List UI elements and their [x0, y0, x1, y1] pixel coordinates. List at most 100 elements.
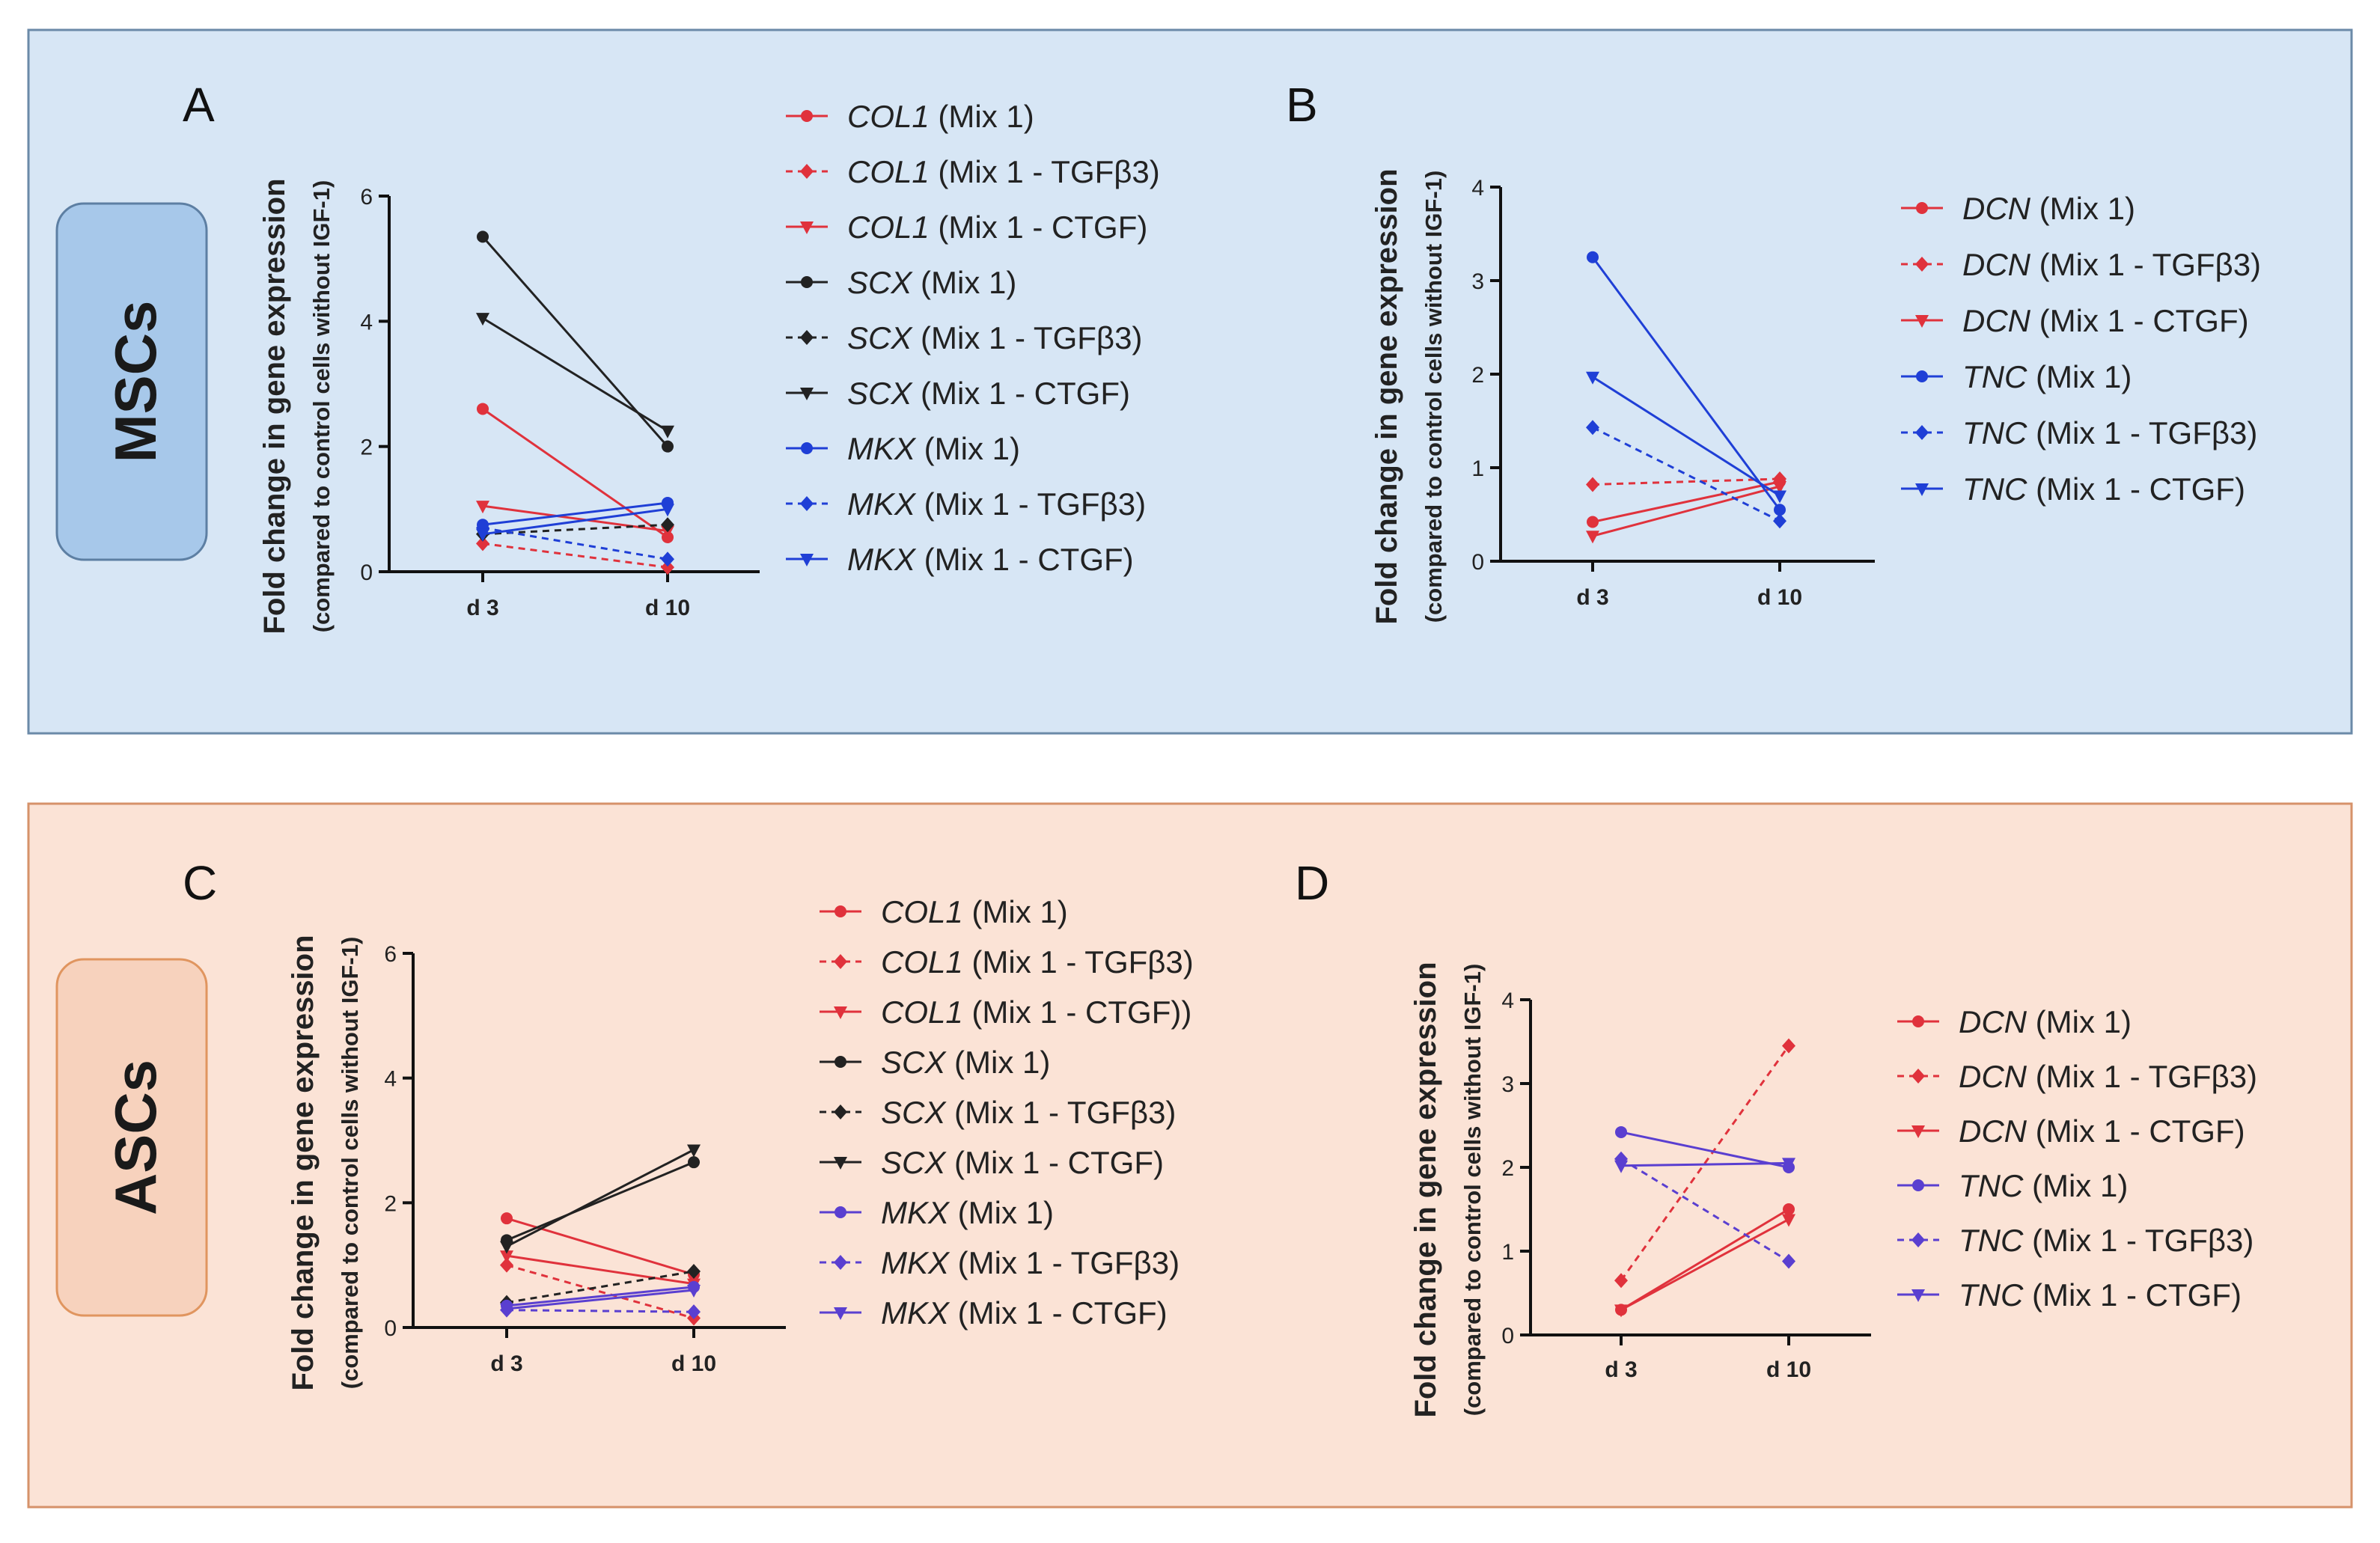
data-point — [1773, 490, 1786, 504]
series-line-col1-2 — [506, 1254, 695, 1286]
data-point — [1782, 1214, 1795, 1227]
y-tick-label: 1 — [1471, 456, 1484, 481]
charts-layer: 0 2 4 6 d 3 d 10 Fold change in gene expressio… — [258, 99, 2261, 1418]
msc-label-box — [55, 202, 208, 561]
legend-swatch-marker — [800, 388, 814, 400]
data-point — [1586, 477, 1599, 492]
legend-entry: MKX (Mix 1 - CTGF) — [881, 1295, 1168, 1330]
legend-swatch-marker — [834, 1206, 846, 1218]
legend-swatch-marker — [1916, 202, 1928, 214]
legend-condition: (Mix 1) — [2023, 1168, 2128, 1203]
series-line-mkx-8 — [482, 507, 668, 536]
panel-letter-b: B — [1286, 78, 1318, 132]
legend-gene: MKX — [847, 542, 917, 577]
legend-gene: COL1 — [847, 99, 930, 134]
series-line-col1-0 — [482, 408, 668, 539]
series-line-tnc-4 — [1592, 426, 1781, 522]
series-line-mkx-6 — [506, 1286, 695, 1307]
legend-gene: MKX — [881, 1245, 951, 1280]
legend-swatch-marker — [1916, 370, 1928, 382]
series-line-tnc-3 — [1591, 256, 1781, 511]
data-point — [1773, 481, 1786, 494]
asc-label-box — [55, 958, 208, 1317]
data-point — [687, 1144, 701, 1158]
legend-condition: (Mix 1) — [945, 1045, 1050, 1080]
series-line-mkx-8 — [506, 1289, 695, 1310]
series-line-dcn-2 — [1620, 1218, 1789, 1311]
legend-gene: TNC — [1959, 1277, 2024, 1313]
data-point — [1586, 420, 1599, 436]
y-tick-label: 1 — [1501, 1240, 1514, 1265]
chart-panel-a: 0 2 4 6 d 3 d 10 Fold change in gene expressio… — [258, 99, 1160, 635]
legend-gene: SCX — [847, 376, 913, 411]
legend-swatch-marker — [834, 905, 846, 917]
legend-condition: (Mix 1 - CTGF) — [949, 1295, 1168, 1330]
legend-entry: TNC (Mix 1 - CTGF) — [1959, 1277, 2242, 1313]
data-point — [1782, 1038, 1795, 1054]
series-line-mkx-7 — [482, 526, 668, 560]
legend-swatch-marker — [800, 554, 814, 566]
y-tick-label: 2 — [1501, 1156, 1514, 1181]
legend-entry: SCX (Mix 1) — [881, 1045, 1050, 1080]
data-point — [1586, 531, 1599, 544]
legend-condition: (Mix 1 - CTGF)) — [963, 994, 1192, 1030]
legend-gene: TNC — [1962, 359, 2027, 394]
data-point — [477, 230, 489, 243]
data-point — [661, 560, 674, 575]
data-point — [661, 425, 674, 439]
legend-gene: MKX — [881, 1295, 951, 1330]
legend-swatch-marker — [834, 1056, 846, 1068]
legend-entry: MKX (Mix 1) — [847, 431, 1020, 466]
data-point — [1774, 504, 1786, 516]
series-line-mkx-6 — [482, 501, 668, 526]
legend-swatch-marker — [801, 276, 813, 288]
legend-swatch-marker — [1911, 1125, 1925, 1138]
legend-entry: COL1 (Mix 1 - TGFβ3) — [847, 154, 1160, 189]
legend-swatch-marker — [834, 1307, 847, 1320]
legend-entry: SCX (Mix 1) — [847, 265, 1016, 300]
legend-condition: (Mix 1 - TGFβ3) — [2030, 247, 2261, 282]
y-axis-sublabel: (compared to control cells without IGF-1… — [1459, 964, 1486, 1417]
legend-swatch-marker — [834, 1104, 847, 1119]
data-point — [1614, 1304, 1628, 1318]
legend-condition: (Mix 1 - CTGF) — [2027, 471, 2245, 507]
y-tick-label: 4 — [1471, 176, 1484, 201]
legend-entry: TNC (Mix 1 - CTGF) — [1962, 471, 2245, 507]
legend-entry: DCN (Mix 1 - CTGF) — [1959, 1113, 2245, 1149]
legend-gene: COL1 — [881, 894, 963, 929]
series-line-dcn-1 — [1620, 1045, 1790, 1282]
legend-condition: (Mix 1 - TGFβ3) — [2027, 415, 2257, 450]
data-point — [1586, 371, 1599, 385]
legend-gene: DCN — [1959, 1059, 2027, 1094]
chart-panel-b: 0 1 2 3 4 d 3 d 10 Fold change in gene expressi… — [1370, 168, 2261, 624]
y-tick-label: 4 — [1501, 989, 1514, 1013]
x-category-label: d 3 — [490, 1351, 522, 1376]
chart-panel-c: 0 2 4 6 d 3 d 10 Fold change in gene expressio… — [287, 894, 1194, 1391]
panel-letter-d: D — [1295, 856, 1329, 910]
data-point — [661, 504, 674, 517]
series-line-tnc-5 — [1592, 376, 1781, 497]
legend-condition: (Mix 1 - TGFβ3) — [963, 944, 1194, 980]
legend-gene: DCN — [1959, 1113, 2027, 1149]
legend-entry: SCX (Mix 1 - TGFβ3) — [847, 320, 1142, 355]
y-tick-label: 2 — [1471, 363, 1484, 388]
legend-swatch-marker — [834, 954, 847, 969]
legend-swatch-marker — [800, 330, 814, 345]
data-point — [687, 1285, 701, 1298]
y-tick-label: 2 — [360, 436, 373, 460]
y-tick-label: 6 — [360, 185, 373, 210]
legend-entry: TNC (Mix 1) — [1962, 359, 2132, 394]
legend-entry: COL1 (Mix 1 - TGFβ3) — [881, 944, 1194, 980]
legend-entry: COL1 (Mix 1 - CTGF)) — [881, 994, 1191, 1030]
legend-gene: DCN — [1962, 303, 2031, 338]
legend-gene: DCN — [1962, 247, 2031, 282]
y-tick-label: 4 — [360, 310, 373, 334]
legend-entry: DCN (Mix 1 - CTGF) — [1962, 303, 2249, 338]
data-point — [1614, 1273, 1628, 1289]
legend-condition: (Mix 1) — [912, 265, 1016, 300]
legend-condition: (Mix 1 - CTGF) — [2023, 1277, 2242, 1313]
legend-swatch-marker — [1912, 1179, 1924, 1191]
legend-condition: (Mix 1 - CTGF) — [2027, 1113, 2245, 1149]
legend-gene: SCX — [881, 1095, 947, 1130]
